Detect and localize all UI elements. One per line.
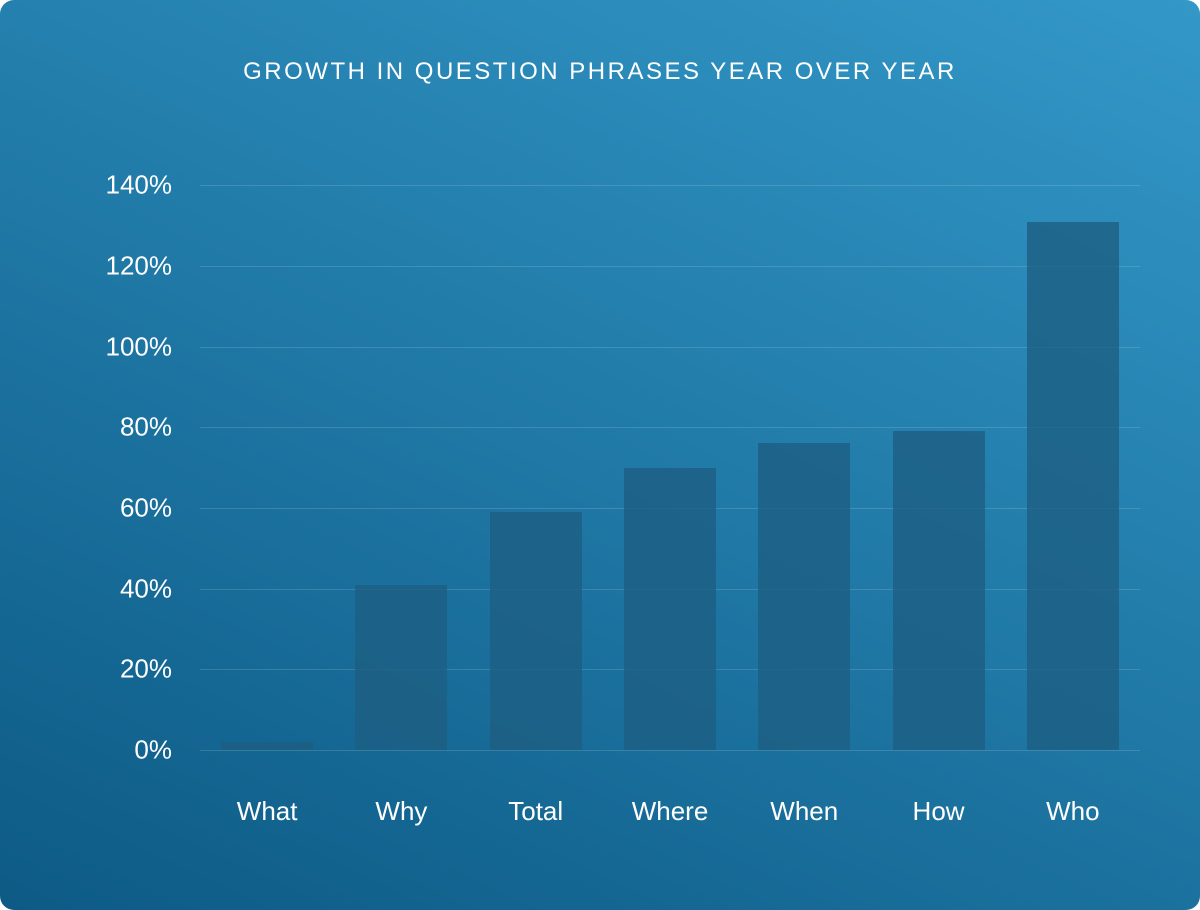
y-tick-label: 60% xyxy=(120,493,172,524)
y-tick-label: 140% xyxy=(106,170,173,201)
bar-slot: What xyxy=(200,145,334,750)
plot-area: 0%20%40%60%80%100%120%140% WhatWhyTotalW… xyxy=(200,145,1140,750)
y-tick-label: 120% xyxy=(106,251,173,282)
y-tick-label: 40% xyxy=(120,573,172,604)
bar-slot: Total xyxy=(469,145,603,750)
y-tick-label: 20% xyxy=(120,654,172,685)
x-tick-label: Why xyxy=(375,796,427,827)
x-tick-label: Where xyxy=(632,796,709,827)
bar xyxy=(355,585,447,750)
x-tick-label: What xyxy=(237,796,298,827)
bar-slot: Where xyxy=(603,145,737,750)
bar-slot: How xyxy=(871,145,1005,750)
x-tick-label: Total xyxy=(508,796,563,827)
gridline xyxy=(200,750,1140,751)
bars-group: WhatWhyTotalWhereWhenHowWho xyxy=(200,145,1140,750)
bar xyxy=(624,468,716,750)
x-tick-label: Who xyxy=(1046,796,1099,827)
x-tick-label: When xyxy=(770,796,838,827)
bar-slot: Who xyxy=(1006,145,1140,750)
bar xyxy=(1027,222,1119,750)
bar-slot: Why xyxy=(334,145,468,750)
bar xyxy=(221,742,313,750)
y-tick-label: 0% xyxy=(134,735,172,766)
bar-slot: When xyxy=(737,145,871,750)
bar xyxy=(490,512,582,750)
y-tick-label: 100% xyxy=(106,331,173,362)
x-tick-label: How xyxy=(913,796,965,827)
chart-title: GROWTH IN QUESTION PHRASES YEAR OVER YEA… xyxy=(0,58,1200,86)
y-tick-label: 80% xyxy=(120,412,172,443)
bar xyxy=(758,443,850,750)
bar xyxy=(893,431,985,750)
chart-container: GROWTH IN QUESTION PHRASES YEAR OVER YEA… xyxy=(0,0,1200,910)
